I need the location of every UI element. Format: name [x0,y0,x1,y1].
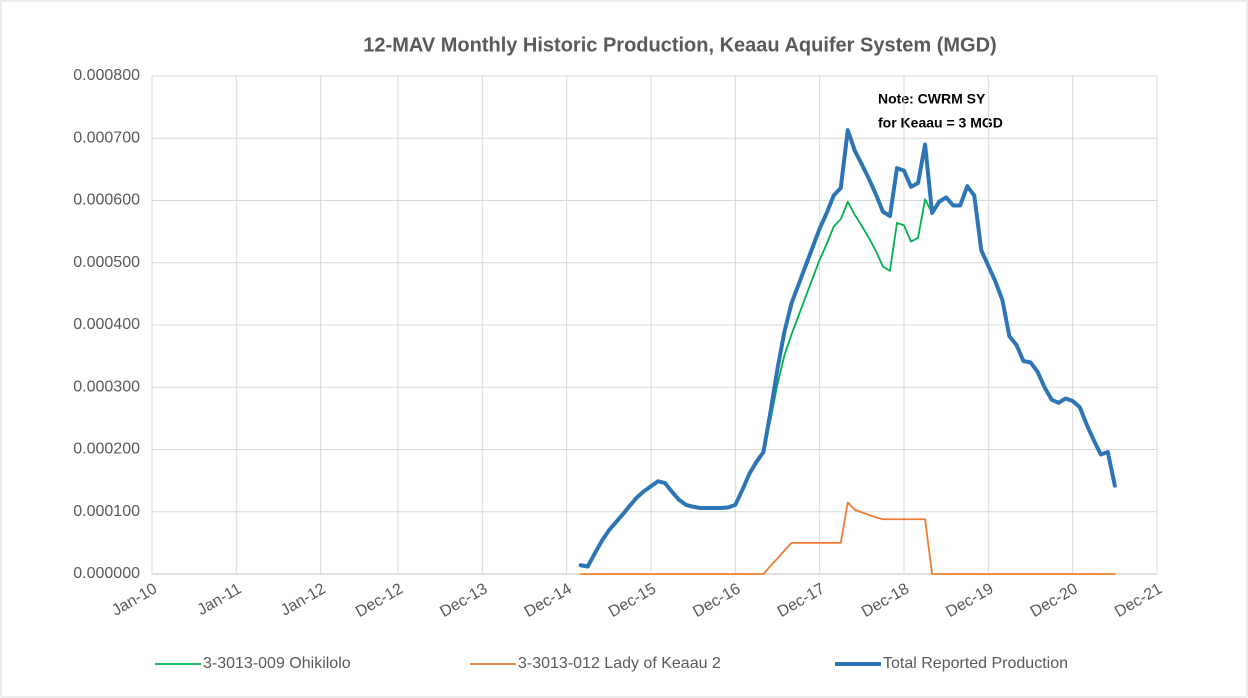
y-tick-label: 0.000700 [73,129,140,146]
chart-title: 12-MAV Monthly Historic Production, Keaa… [363,34,996,56]
y-tick-label: 0.000400 [73,316,140,333]
y-tick-label: 0.000200 [73,441,140,458]
y-tick-label: 0.000600 [73,192,140,209]
y-tick-label: 0.000000 [73,565,140,582]
annotation: Note: CWRM SY [878,91,986,107]
legend-label: 3-3013-012 Lady of Keaau 2 [518,655,721,672]
annotation: for Keaau = 3 MGD [878,115,1003,131]
y-tick-label: 0.000100 [73,503,140,520]
y-tick-label: 0.000300 [73,378,140,395]
series-line [578,128,1117,569]
series-line [579,501,1116,575]
legend-label: Total Reported Production [883,655,1068,672]
legend-label: 3-3013-009 Ohikilolo [203,655,351,672]
y-tick-label: 0.000800 [73,67,140,84]
y-tick-label: 0.000500 [73,254,140,271]
